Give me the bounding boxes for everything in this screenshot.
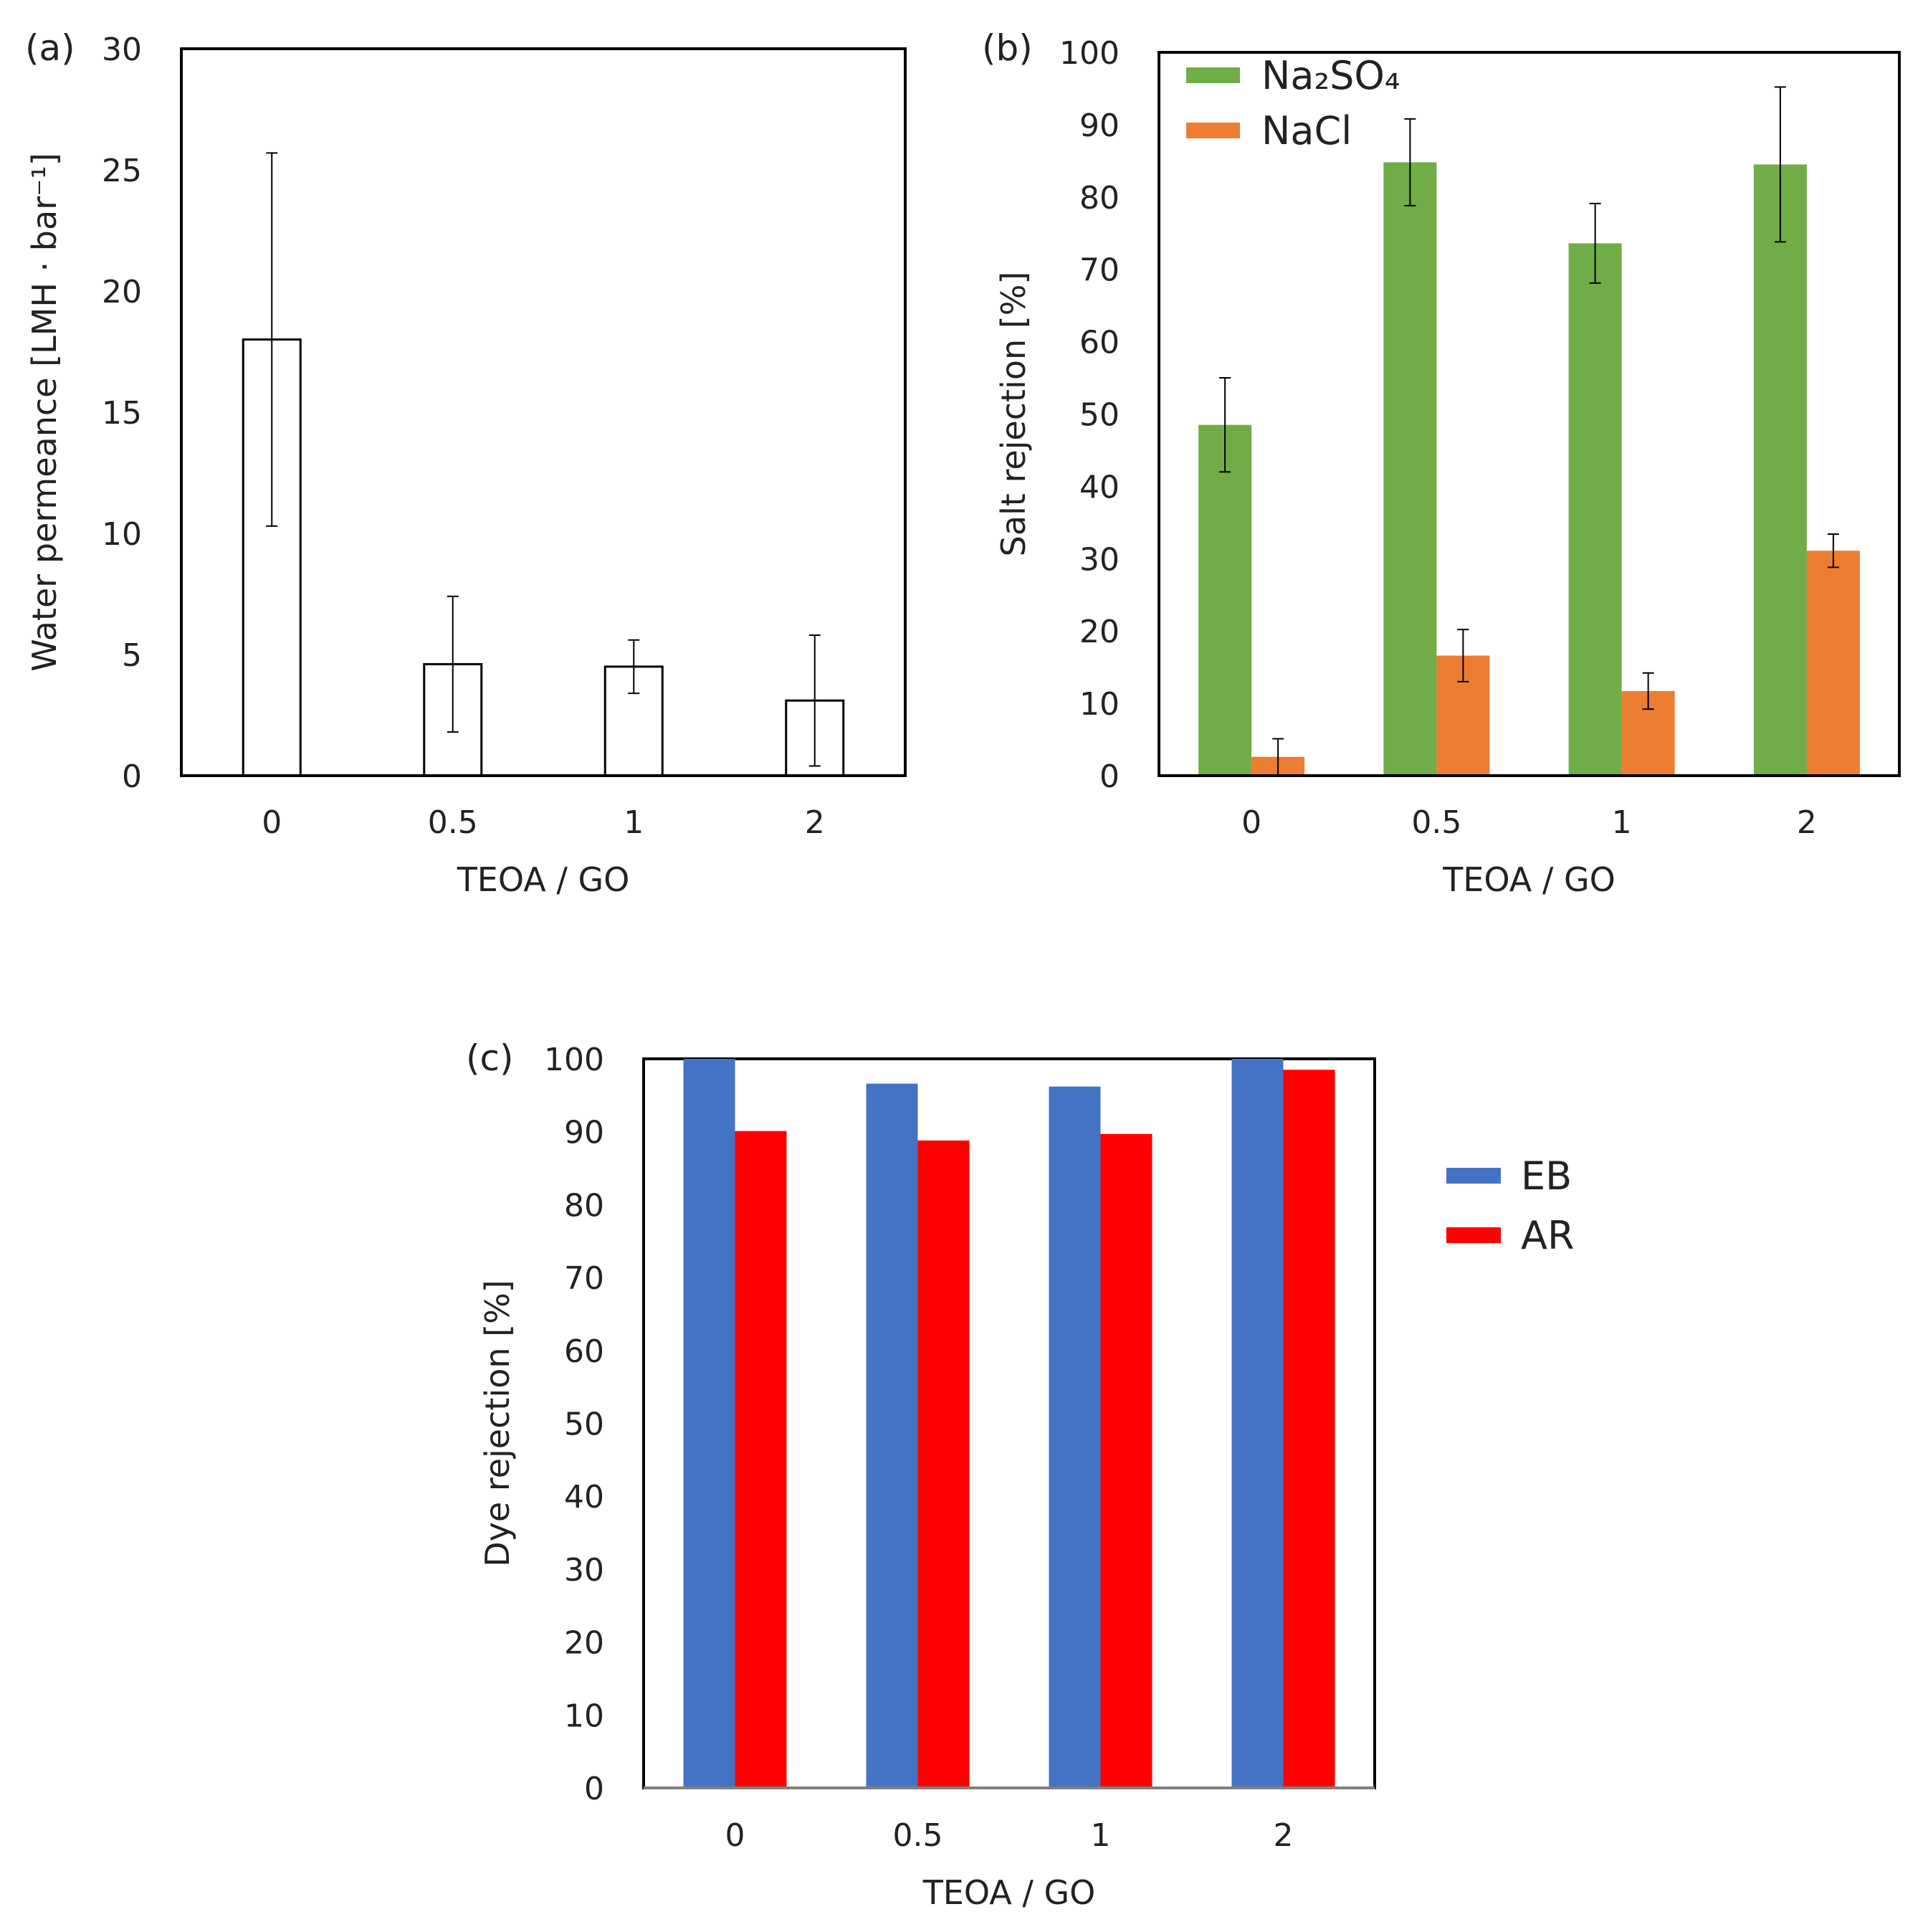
x-tick-label: 0.5 <box>1411 804 1461 841</box>
bar <box>1383 162 1437 776</box>
x-tick-label: 2 <box>805 804 825 841</box>
y-tick-label: 40 <box>564 1479 604 1515</box>
bar <box>1753 164 1807 776</box>
y-tick-label: 0 <box>1099 758 1120 795</box>
panel-label: (c) <box>466 1037 514 1079</box>
y-axis-label: Salt rejection [%] <box>994 272 1033 557</box>
x-axis-label: TEOA / GO <box>457 860 630 899</box>
bar <box>1806 551 1860 776</box>
y-tick-label: 80 <box>1079 180 1120 216</box>
x-tick-label: 0.5 <box>893 1817 943 1854</box>
bar <box>1049 1086 1101 1788</box>
x-tick-label: 2 <box>1797 804 1817 841</box>
y-tick-label: 20 <box>102 274 142 310</box>
x-tick-label: 2 <box>1274 1817 1294 1854</box>
x-tick-label: 0 <box>1241 804 1261 841</box>
y-tick-label: 50 <box>1079 397 1120 434</box>
x-tick-label: 1 <box>1091 1817 1111 1854</box>
bar <box>1568 243 1622 776</box>
legend-swatch <box>1186 123 1240 138</box>
chart-a: 0 5 10 15 20 25 30 0 0.5 1 2 (a) TEOA / GO Water perm… <box>25 27 907 899</box>
bar <box>683 1059 735 1788</box>
bar <box>1283 1070 1335 1788</box>
legend-swatch <box>1446 1168 1501 1184</box>
x-tick-label: 0.5 <box>428 804 478 841</box>
legend-swatch <box>1446 1227 1501 1243</box>
y-tick-label: 40 <box>1079 469 1120 505</box>
bar <box>917 1140 970 1788</box>
y-tick-label: 50 <box>564 1407 604 1443</box>
bar <box>1198 424 1252 776</box>
y-axis-label: Water permeance [LMH · bar⁻¹] <box>25 153 64 672</box>
y-tick-label: 0 <box>584 1771 604 1807</box>
y-tick-label: 30 <box>1079 541 1120 578</box>
x-tick-label: 0 <box>262 804 282 841</box>
x-tick-label: 1 <box>624 804 644 841</box>
panel-label: (a) <box>25 27 75 69</box>
y-tick-label: 25 <box>102 153 142 189</box>
y-tick-label: 90 <box>564 1115 604 1151</box>
y-tick-label: 80 <box>564 1187 604 1224</box>
y-tick-label: 20 <box>1079 614 1120 650</box>
x-axis-label: TEOA / GO <box>922 1873 1096 1912</box>
y-tick-label: 70 <box>1079 252 1120 289</box>
x-tick-label: 0 <box>725 1817 745 1854</box>
legend-label: EB <box>1521 1153 1572 1199</box>
y-tick-label: 70 <box>564 1260 604 1297</box>
chart-b: 0 10 20 30 40 50 60 70 80 90 100 0 0.5 1 2 (b) TEOA / GO… <box>982 27 1901 899</box>
bar <box>735 1131 787 1788</box>
y-tick-label: 5 <box>122 637 142 674</box>
bar <box>1231 1059 1284 1788</box>
y-axis-label: Dye rejection [%] <box>478 1280 517 1566</box>
y-tick-label: 60 <box>564 1333 604 1370</box>
y-tick-label: 100 <box>1059 35 1120 72</box>
panel-label: (b) <box>982 27 1033 69</box>
y-tick-label: 30 <box>102 32 142 68</box>
y-tick-label: 10 <box>1079 686 1120 723</box>
bar <box>1100 1133 1152 1788</box>
y-tick-label: 10 <box>564 1698 604 1734</box>
chart-c: 0 10 20 30 40 50 60 70 80 90 100 0 0.5 1 2 (c) TEOA / GO… <box>466 1037 1574 1912</box>
y-tick-label: 90 <box>1079 108 1120 144</box>
y-tick-label: 30 <box>564 1552 604 1589</box>
y-tick-label: 20 <box>564 1625 604 1662</box>
y-tick-label: 100 <box>544 1042 604 1078</box>
legend-label: AR <box>1521 1213 1574 1258</box>
y-tick-label: 0 <box>122 758 142 795</box>
legend-label: NaCl <box>1261 108 1352 153</box>
x-axis-label: TEOA / GO <box>1442 860 1616 899</box>
y-tick-label: 10 <box>102 516 142 553</box>
bar <box>866 1083 918 1788</box>
y-tick-label: 15 <box>102 395 142 432</box>
legend-label: Na₂SO₄ <box>1261 53 1400 98</box>
legend-swatch <box>1186 67 1240 83</box>
y-tick-label: 60 <box>1079 325 1120 361</box>
x-tick-label: 1 <box>1612 804 1632 841</box>
